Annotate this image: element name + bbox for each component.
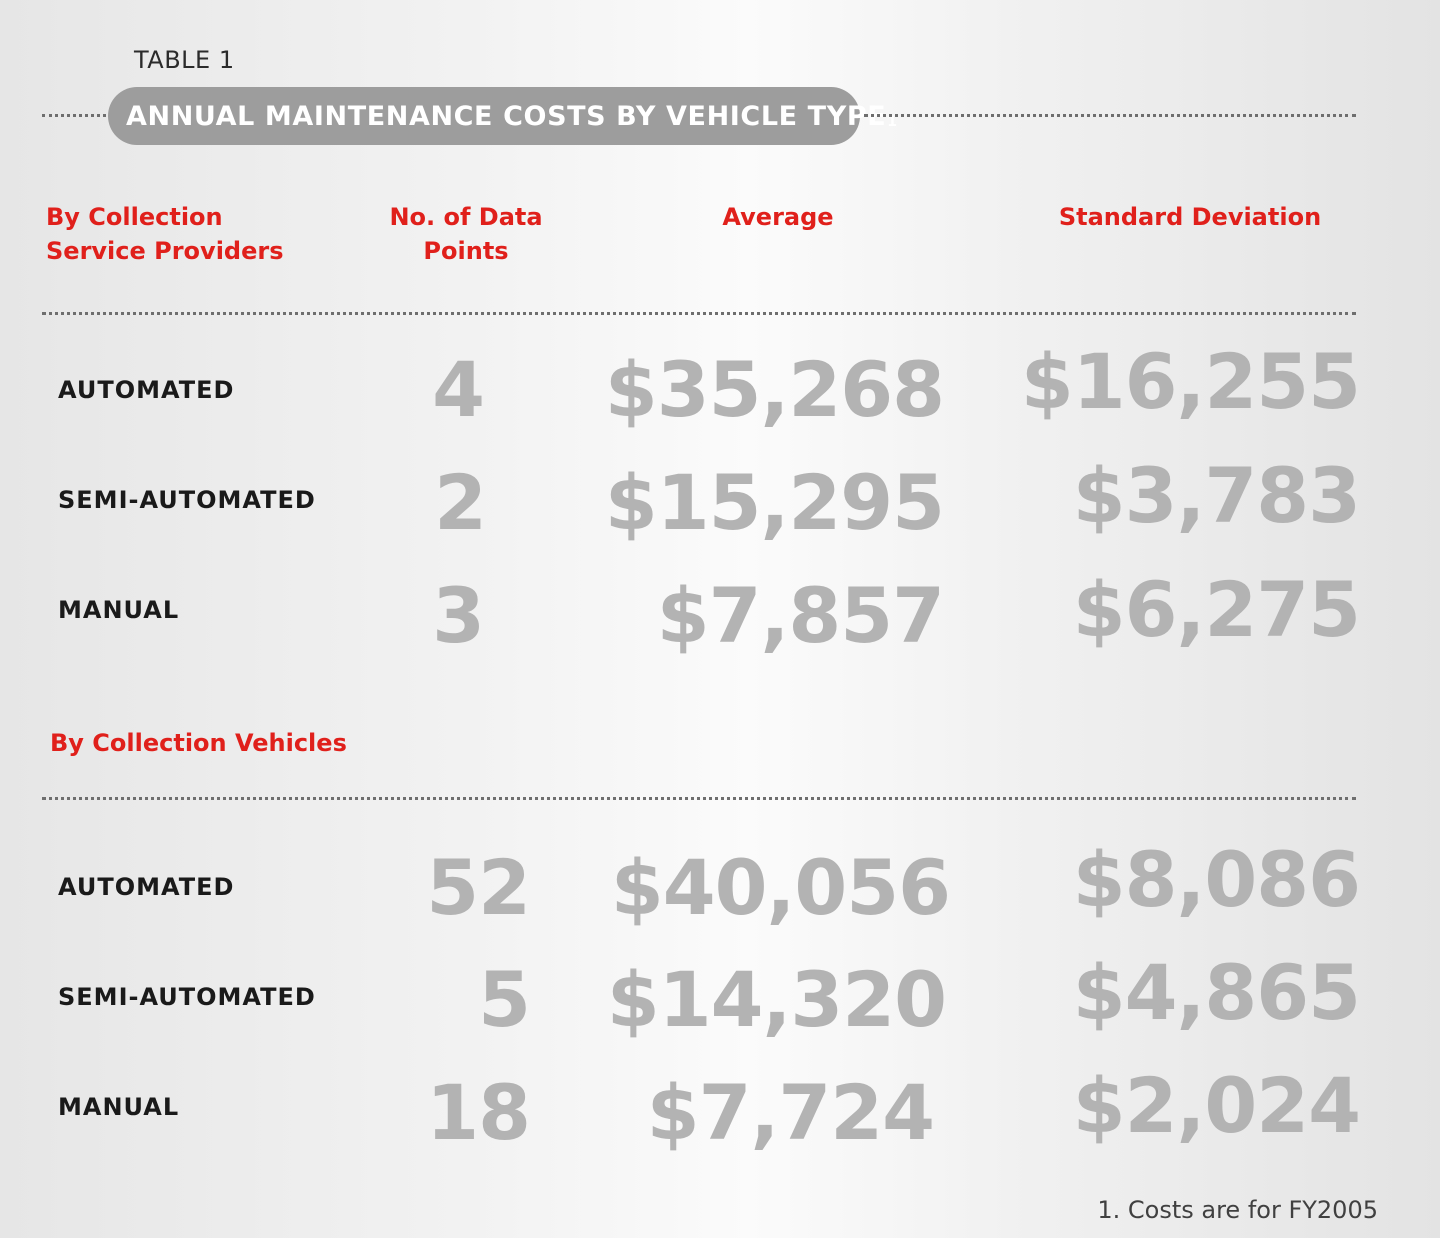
cell-average: $14,320 [606,955,947,1044]
footnote: 1. Costs are for FY2005 [1097,1196,1378,1224]
column-header-average: Average [722,203,834,231]
cell-data-points: 18 [426,1068,531,1157]
title-pill: ANNUAL MAINTENANCE COSTS BY VEHICLE TYPE… [108,87,897,145]
cell-std-dev: $4,865 [1072,948,1361,1037]
column-header-providers-line2: Service Providers [46,237,284,265]
table-label: TABLE 1 [134,46,235,74]
title-rule-left [42,114,106,117]
header-divider [42,312,1356,315]
cell-std-dev: $6,275 [1072,565,1361,654]
cell-std-dev: $16,255 [1020,337,1361,426]
cell-average: $40,056 [610,843,951,932]
cell-data-points: 2 [434,458,487,547]
section-heading-vehicles: By Collection Vehicles [50,729,347,757]
column-header-std-dev: Standard Deviation [1058,203,1322,231]
column-header-data-points-line1: No. of Data [389,203,543,231]
cell-average: $7,857 [656,571,945,660]
title-rule-right [864,114,1356,117]
row-label: SEMI-AUTOMATED [58,486,316,514]
cell-average: $15,295 [604,458,945,547]
row-label: MANUAL [58,596,180,624]
cell-std-dev: $8,086 [1072,835,1361,924]
row-label: MANUAL [58,1093,180,1121]
table-title: ANNUAL MAINTENANCE COSTS BY VEHICLE TYPE [126,100,887,132]
row-label: AUTOMATED [58,376,235,404]
cell-data-points: 52 [426,843,531,932]
cell-std-dev: $2,024 [1072,1061,1361,1150]
column-header-data-points: No. of Data Points [366,200,566,268]
cell-std-dev: $3,783 [1072,451,1361,540]
cell-data-points: 3 [432,571,485,660]
cell-data-points: 4 [432,345,485,434]
row-label: SEMI-AUTOMATED [58,983,316,1011]
cell-data-points: 5 [478,955,531,1044]
cell-average: $7,724 [646,1068,935,1157]
column-header-providers: By Collection Service Providers [46,200,284,268]
section-divider [42,797,1356,800]
cell-average: $35,268 [604,345,945,434]
column-header-providers-line1: By Collection [46,203,223,231]
title-footnote-mark: 1 [887,114,898,130]
column-header-data-points-line2: Points [423,237,509,265]
row-label: AUTOMATED [58,873,235,901]
